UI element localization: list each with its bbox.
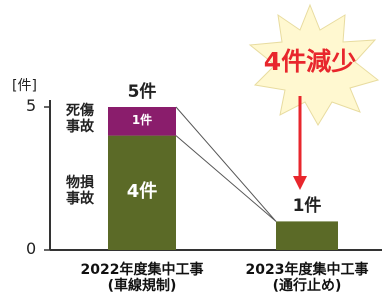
legend-label: 死傷 事故: [66, 103, 94, 135]
x-tick-label: 2022年度集中工事 (車線規制): [62, 262, 222, 294]
arrow-head: [293, 176, 307, 190]
connector: [176, 107, 276, 221]
y-axis-label: [件]: [12, 78, 37, 94]
chart: [件] 0 5 4件 1件 5件 2022年度集中工事 (車線規制) 1件 2023年度集中工事…: [0, 0, 382, 304]
value-label: 4件: [108, 182, 176, 203]
bar-segment: [276, 221, 338, 250]
legend-label: 物損 事故: [66, 175, 94, 207]
chart-canvas: [0, 0, 382, 304]
annotation: 4件減少: [250, 48, 370, 77]
connector: [176, 136, 276, 222]
value-label: 1件: [108, 114, 176, 128]
total-label: 1件: [267, 197, 347, 217]
y-tick-label: 5: [26, 97, 36, 115]
x-tick-label: 2023年度集中工事 (通行止め): [227, 262, 382, 294]
y-tick-label: 0: [26, 240, 36, 258]
total-label: 5件: [102, 83, 182, 103]
